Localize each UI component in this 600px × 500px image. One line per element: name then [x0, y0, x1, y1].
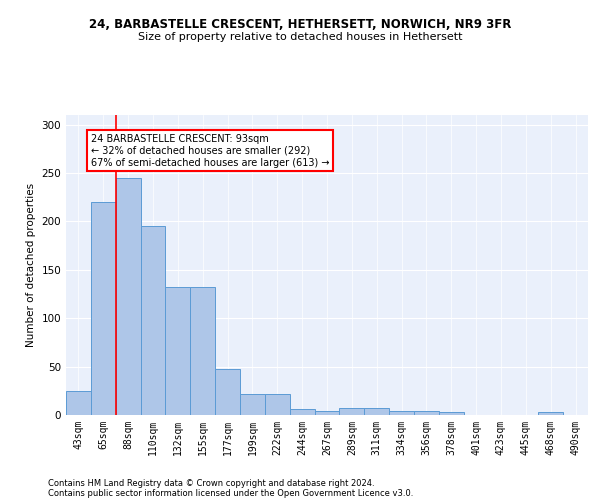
Text: 24, BARBASTELLE CRESCENT, HETHERSETT, NORWICH, NR9 3FR: 24, BARBASTELLE CRESCENT, HETHERSETT, NO… [89, 18, 511, 30]
Bar [538, 412, 563, 415]
Bar [140, 226, 166, 415]
Bar [240, 394, 265, 415]
Bar [290, 409, 314, 415]
Text: Size of property relative to detached houses in Hethersett: Size of property relative to detached ho… [138, 32, 462, 42]
Text: 24 BARBASTELLE CRESCENT: 93sqm
← 32% of detached houses are smaller (292)
67% of: 24 BARBASTELLE CRESCENT: 93sqm ← 32% of … [91, 134, 329, 168]
Bar [439, 412, 464, 415]
Bar [91, 202, 116, 415]
Bar [166, 288, 190, 415]
Bar [389, 411, 414, 415]
Bar [265, 394, 290, 415]
Bar [314, 411, 340, 415]
Bar [66, 391, 91, 415]
Bar [414, 411, 439, 415]
Bar [190, 288, 215, 415]
Text: Contains HM Land Registry data © Crown copyright and database right 2024.: Contains HM Land Registry data © Crown c… [48, 478, 374, 488]
Bar [215, 368, 240, 415]
Bar [116, 178, 140, 415]
Text: Contains public sector information licensed under the Open Government Licence v3: Contains public sector information licen… [48, 488, 413, 498]
Bar [364, 408, 389, 415]
Bar [340, 408, 364, 415]
Y-axis label: Number of detached properties: Number of detached properties [26, 183, 36, 347]
